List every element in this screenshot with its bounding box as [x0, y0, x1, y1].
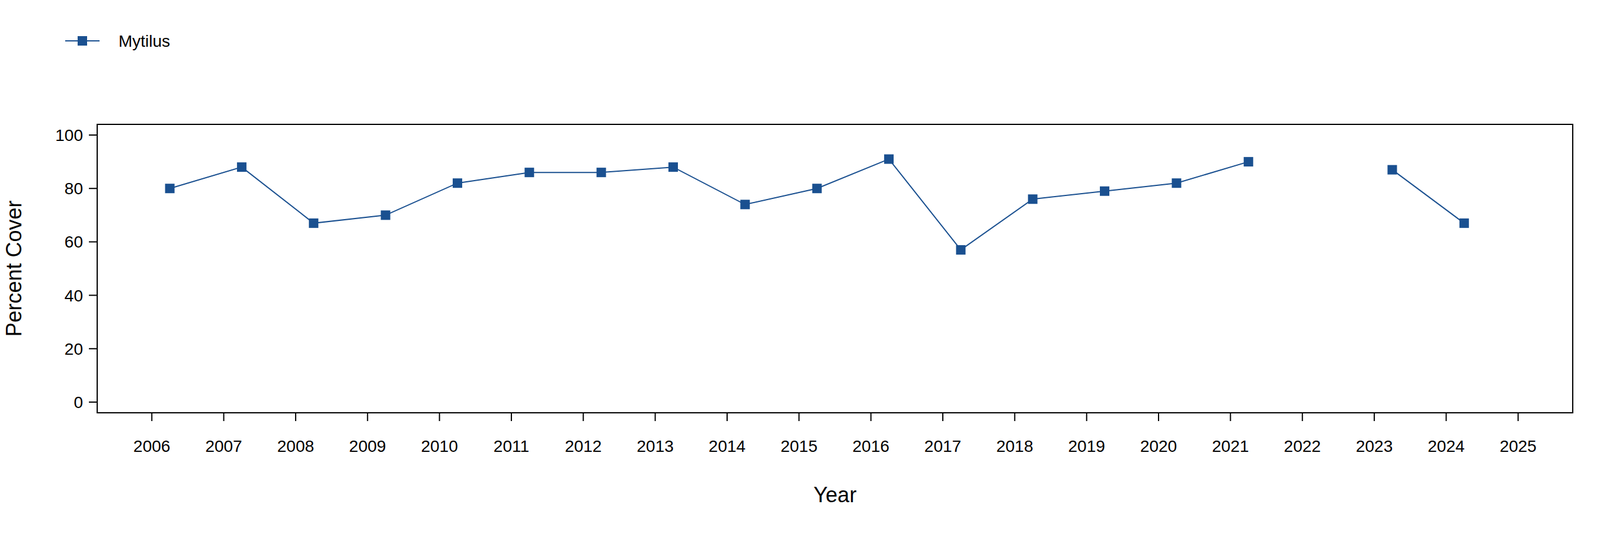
x-tick-label: 2014	[708, 437, 746, 456]
y-tick-label: 20	[64, 340, 83, 359]
data-point	[452, 178, 463, 188]
x-tick-label: 2008	[277, 437, 315, 456]
data-point	[740, 199, 750, 210]
x-tick	[1013, 413, 1016, 422]
legend-label: Mytilus	[118, 32, 171, 51]
chart: 0 20 40 60 80 100 2006 2007 2008 2009 2010 2011 2012…	[0, 0, 1600, 533]
data-point	[884, 154, 894, 165]
x-tick	[798, 413, 800, 422]
x-tick-label: 2006	[133, 437, 171, 456]
x-tick	[223, 413, 225, 422]
x-tick	[942, 413, 944, 422]
data-point	[237, 162, 247, 172]
plot-frame	[97, 124, 1573, 414]
x-tick-label: 2021	[1211, 437, 1249, 456]
x-tick-label: 2018	[996, 437, 1033, 456]
x-tick-label: 2025	[1499, 437, 1537, 456]
x-tick	[870, 413, 872, 422]
data-point	[1459, 218, 1470, 229]
x-tick-label: 2016	[852, 437, 890, 456]
x-tick	[1445, 413, 1447, 422]
x-tick-label: 2011	[493, 437, 530, 456]
y-tick	[88, 401, 98, 403]
x-tick	[1517, 413, 1519, 422]
x-tick-label: 2015	[780, 437, 818, 456]
data-layer	[165, 154, 1470, 255]
x-tick	[366, 413, 368, 422]
data-point	[524, 167, 534, 178]
y-tick-label: 80	[64, 179, 83, 198]
x-tick-label: 2010	[420, 437, 458, 456]
series-line	[170, 159, 1465, 251]
y-tick	[88, 295, 98, 297]
data-point	[308, 218, 319, 229]
x-tick	[582, 413, 584, 422]
x-tick	[439, 413, 441, 422]
x-tick	[295, 413, 297, 422]
y-tick-label: 0	[73, 393, 83, 412]
data-point	[381, 210, 391, 220]
y-axis-label: Percent Cover	[1, 200, 27, 337]
x-tick-label: 2013	[636, 437, 674, 456]
x-tick-label: 2017	[924, 437, 962, 456]
x-tick	[1086, 413, 1088, 422]
x-tick-label: 2022	[1284, 437, 1321, 456]
data-point	[1243, 157, 1254, 167]
y-tick-label: 40	[64, 286, 83, 306]
x-tick-label: 2023	[1355, 437, 1393, 456]
y-tick-label: 60	[64, 232, 83, 252]
x-tick-label: 2009	[349, 437, 386, 456]
x-tick-label: 2012	[564, 437, 602, 456]
x-tick	[151, 413, 153, 422]
data-point	[1387, 165, 1397, 175]
x-tick	[1157, 413, 1160, 422]
x-tick-label: 2024	[1427, 437, 1465, 456]
x-tick	[654, 413, 656, 422]
data-point	[668, 162, 678, 172]
x-tick	[1229, 413, 1231, 422]
data-point	[1028, 194, 1038, 204]
x-tick	[726, 413, 728, 422]
data-point	[812, 183, 822, 194]
y-tick	[88, 134, 98, 136]
data-point	[1099, 186, 1110, 197]
x-tick	[1301, 413, 1304, 422]
data-point	[596, 167, 607, 178]
y-tick	[88, 187, 98, 190]
x-tick	[510, 413, 512, 422]
x-axis-label: Year	[813, 482, 857, 508]
x-tick	[1373, 413, 1375, 422]
x-tick-label: 2020	[1140, 437, 1177, 456]
y-tick-label: 100	[55, 126, 83, 145]
x-tick-label: 2019	[1068, 437, 1106, 456]
data-point	[165, 183, 175, 194]
data-point	[1171, 178, 1182, 188]
y-tick	[88, 241, 98, 243]
data-point	[955, 245, 966, 255]
legend-marker	[77, 36, 88, 46]
x-tick-label: 2007	[205, 437, 242, 456]
y-tick	[88, 348, 98, 350]
